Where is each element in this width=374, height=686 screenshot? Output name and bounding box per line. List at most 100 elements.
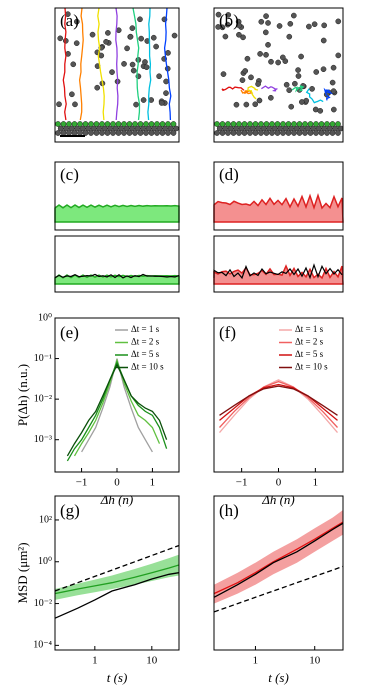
particle — [247, 130, 253, 136]
panel-label: (g) — [60, 501, 80, 520]
chart: 1 10 (h) t (s) — [213, 495, 344, 685]
particle — [236, 121, 242, 127]
legend-label: Δt = 2 s — [131, 337, 160, 347]
particle — [332, 125, 339, 132]
particle — [96, 125, 103, 132]
particle — [280, 130, 286, 136]
trajectory — [78, 7, 84, 121]
particle — [143, 64, 150, 71]
particle — [148, 121, 155, 127]
particle — [274, 130, 281, 136]
particle — [230, 121, 237, 127]
panel-frame — [54, 161, 180, 231]
particle — [88, 121, 94, 127]
particle — [138, 35, 145, 42]
particle — [124, 45, 130, 52]
particle — [132, 121, 138, 127]
particle — [330, 88, 337, 94]
x-tick-label: −1 — [236, 477, 248, 489]
particle — [143, 121, 149, 127]
particle — [165, 50, 171, 56]
particle — [215, 24, 222, 30]
particle — [220, 71, 227, 77]
panel-frame — [213, 235, 344, 293]
particle — [296, 130, 303, 136]
particle — [298, 53, 304, 60]
particle — [321, 22, 328, 29]
particle — [292, 80, 298, 87]
particle — [74, 125, 81, 132]
particle — [167, 125, 174, 132]
x-tick-label: −1 — [76, 477, 88, 489]
plot-area — [219, 379, 338, 434]
particle — [159, 121, 166, 127]
x-tick-label: 10 — [309, 655, 321, 667]
y-tick-label: 10⁻² — [34, 598, 52, 609]
particle — [306, 23, 312, 30]
axes-frame — [213, 317, 344, 473]
particle — [88, 130, 94, 136]
particle — [313, 130, 319, 136]
particle — [126, 130, 133, 136]
trajectory — [221, 86, 245, 92]
particle — [326, 125, 333, 132]
particle — [324, 130, 330, 136]
image-panel: (d) — [213, 161, 344, 231]
particle — [68, 125, 75, 132]
series-line — [55, 572, 179, 619]
panel-label: (a) — [60, 11, 79, 30]
image-panel — [54, 235, 180, 293]
particle — [268, 58, 274, 65]
particle — [219, 121, 226, 127]
particle — [271, 125, 278, 132]
particle — [159, 130, 166, 136]
particle — [103, 38, 109, 45]
legend-label: Δt = 2 s — [295, 337, 324, 347]
particle — [296, 121, 303, 127]
particle — [85, 125, 92, 132]
particle — [110, 130, 116, 136]
particle — [335, 52, 342, 59]
trajectory — [291, 85, 305, 93]
particle — [249, 125, 256, 132]
particle — [311, 21, 318, 28]
particle — [82, 130, 89, 136]
series-line — [219, 385, 338, 416]
particle — [101, 125, 108, 132]
y-tick-label: 10⁻¹ — [34, 353, 52, 364]
particle — [165, 121, 171, 127]
particle — [130, 67, 137, 74]
particle — [129, 25, 136, 31]
trajectory — [62, 7, 67, 121]
particle — [60, 121, 67, 127]
particle — [73, 40, 80, 47]
particle — [105, 30, 111, 36]
particle — [154, 121, 160, 127]
particle — [163, 78, 169, 85]
particle — [280, 121, 286, 127]
particle — [230, 130, 237, 136]
particle — [269, 121, 275, 127]
outline — [213, 263, 343, 280]
particle — [222, 33, 229, 40]
particle — [329, 130, 336, 136]
particle — [239, 77, 246, 83]
particle — [233, 101, 240, 108]
particle — [107, 125, 114, 132]
outline — [54, 273, 180, 279]
particle — [224, 21, 231, 28]
particle — [151, 125, 158, 132]
series-line — [66, 360, 168, 462]
particle — [127, 33, 134, 40]
particle — [137, 130, 144, 136]
particle — [274, 121, 281, 127]
particle — [60, 130, 67, 136]
trajectory — [115, 7, 119, 121]
particle — [290, 12, 297, 19]
plot-area — [66, 358, 168, 462]
trajectory — [163, 7, 172, 121]
panel-label: (c) — [60, 165, 79, 184]
particle — [137, 16, 143, 23]
y-axis-label: P(Δh) (n.u.) — [15, 364, 30, 426]
particle — [93, 121, 100, 127]
